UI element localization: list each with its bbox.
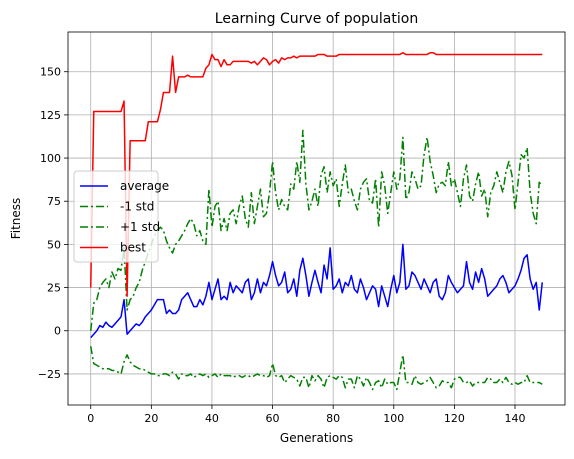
- y-tick-label: 100: [40, 152, 61, 165]
- y-tick-label: 150: [40, 66, 61, 79]
- series-line-best: [89, 51, 543, 297]
- series-line-1-std: [89, 129, 543, 331]
- y-axis-ticks: −25 0 25 50 75 100 125 150: [38, 66, 68, 381]
- y-tick-label: 50: [47, 238, 61, 251]
- legend-box: [73, 170, 159, 263]
- legend-label: best: [120, 241, 146, 255]
- legend-label: -1 std: [120, 200, 154, 214]
- x-axis-ticks: 0 20 40 60 80 100 120 140: [87, 405, 525, 425]
- y-axis-label: Fitness: [9, 198, 23, 240]
- x-axis-label: Generations: [280, 431, 353, 445]
- y-tick-label: 0: [54, 325, 61, 338]
- x-tick-label: 100: [383, 412, 404, 425]
- y-tick-label: 75: [47, 195, 61, 208]
- x-tick-label: 80: [326, 412, 340, 425]
- y-tick-label: −25: [38, 368, 61, 381]
- legend: average -1 std +1 std best: [73, 170, 169, 263]
- x-tick-label: 120: [444, 412, 465, 425]
- y-tick-label: 125: [40, 109, 61, 122]
- series-line-average: [90, 243, 544, 339]
- x-tick-label: 140: [504, 412, 525, 425]
- chart-title: Learning Curve of population: [215, 11, 418, 27]
- legend-label: +1 std: [120, 220, 160, 234]
- legend-label: average: [120, 179, 169, 193]
- x-tick-label: 20: [144, 412, 158, 425]
- x-tick-label: 0: [87, 412, 94, 425]
- plot-frame: [67, 31, 566, 406]
- series-line-1-std: [89, 346, 543, 391]
- series-lines: [89, 51, 544, 391]
- y-tick-label: 25: [47, 282, 61, 295]
- x-tick-label: 40: [205, 412, 219, 425]
- x-tick-label: 60: [266, 412, 280, 425]
